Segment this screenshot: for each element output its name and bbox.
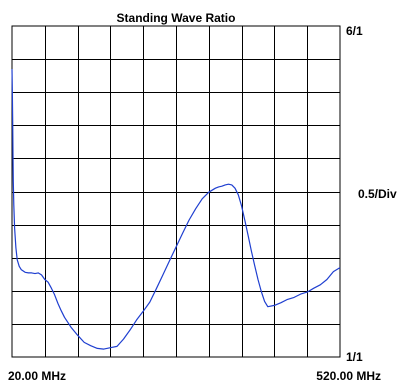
x-end-label: 520.00 MHz [316, 369, 381, 383]
y-top-label: 6/1 [346, 24, 363, 38]
y-scale-label: 0.5/Div [358, 187, 397, 201]
chart-title: Standing Wave Ratio [117, 11, 236, 25]
y-bottom-label: 1/1 [346, 350, 363, 364]
x-start-label: 20.00 MHz [8, 369, 66, 383]
